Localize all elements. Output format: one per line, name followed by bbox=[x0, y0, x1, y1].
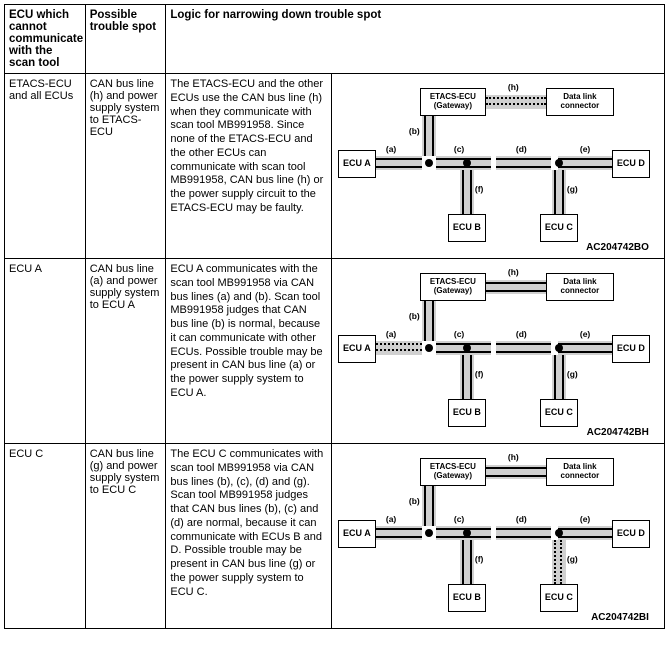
table-row: ECU ACAN bus line (a) and power supply s… bbox=[5, 259, 665, 444]
bus-segment-e bbox=[558, 526, 612, 540]
bus-segment-h bbox=[486, 280, 546, 294]
header-spot: Possible trouble spot bbox=[85, 5, 166, 74]
data-link-connector-node: Data link connector bbox=[546, 88, 614, 116]
cell-logic-text: ECU A communicates with the scan tool MB… bbox=[166, 259, 332, 444]
bus-segment-b bbox=[422, 301, 436, 341]
segment-label-h: (h) bbox=[508, 452, 519, 462]
bus-segment-g bbox=[552, 355, 566, 399]
bus-segment-f bbox=[460, 355, 474, 399]
segment-label-e: (e) bbox=[580, 144, 590, 154]
segment-label-f: (f) bbox=[475, 184, 484, 194]
segment-label-a: (a) bbox=[386, 514, 396, 524]
header-ecu: ECU which cannot communicate with the sc… bbox=[5, 5, 86, 74]
ecu-a-node: ECU A bbox=[338, 150, 376, 178]
cell-ecu: ETACS-ECU and all ECUs bbox=[5, 74, 86, 259]
segment-label-d: (d) bbox=[516, 329, 527, 339]
cell-diagram: ETACS-ECU (Gateway) Data link connector EC… bbox=[331, 444, 664, 629]
bus-segment-b bbox=[422, 116, 436, 156]
etacs-ecu-node: ETACS-ECU (Gateway) bbox=[420, 88, 486, 116]
ecu-d-node: ECU D bbox=[612, 520, 650, 548]
segment-label-g: (g) bbox=[567, 554, 578, 564]
segment-label-b: (b) bbox=[409, 496, 420, 506]
segment-label-h: (h) bbox=[508, 82, 519, 92]
ecu-d-node: ECU D bbox=[612, 335, 650, 363]
bus-segment-f bbox=[460, 540, 474, 584]
table-row: ETACS-ECU and all ECUsCAN bus line (h) a… bbox=[5, 74, 665, 259]
etacs-ecu-node: ETACS-ECU (Gateway) bbox=[420, 273, 486, 301]
can-bus-diagram: ETACS-ECU (Gateway) Data link connector EC… bbox=[336, 448, 651, 624]
ecu-b-node: ECU B bbox=[448, 584, 486, 612]
cell-diagram: ETACS-ECU (Gateway) Data link connector EC… bbox=[331, 74, 664, 259]
cell-trouble-spot: CAN bus line (g) and power supply system… bbox=[85, 444, 166, 629]
bus-joint bbox=[463, 159, 471, 167]
ecu-b-node: ECU B bbox=[448, 214, 486, 242]
ecu-b-node: ECU B bbox=[448, 399, 486, 427]
segment-label-a: (a) bbox=[386, 329, 396, 339]
bus-joint bbox=[425, 344, 433, 352]
data-link-connector-node: Data link connector bbox=[546, 273, 614, 301]
segment-label-g: (g) bbox=[567, 369, 578, 379]
ecu-c-node: ECU C bbox=[540, 584, 578, 612]
bus-segment-g bbox=[552, 170, 566, 214]
segment-label-b: (b) bbox=[409, 126, 420, 136]
segment-label-c: (c) bbox=[454, 329, 464, 339]
bus-segment-e bbox=[558, 341, 612, 355]
troubleshooting-table: ECU which cannot communicate with the sc… bbox=[4, 4, 665, 629]
bus-joint bbox=[555, 159, 563, 167]
can-bus-diagram: ETACS-ECU (Gateway) Data link connector EC… bbox=[336, 78, 651, 254]
ecu-d-node: ECU D bbox=[612, 150, 650, 178]
segment-label-d: (d) bbox=[516, 144, 527, 154]
segment-label-b: (b) bbox=[409, 311, 420, 321]
header-logic: Logic for narrowing down trouble spot bbox=[166, 5, 665, 74]
ecu-c-node: ECU C bbox=[540, 214, 578, 242]
bus-segment-d bbox=[496, 526, 551, 540]
bus-segment-a bbox=[376, 341, 422, 355]
cell-ecu: ECU A bbox=[5, 259, 86, 444]
bus-segment-e bbox=[558, 156, 612, 170]
segment-label-d: (d) bbox=[516, 514, 527, 524]
segment-label-c: (c) bbox=[454, 514, 464, 524]
cell-logic-text: The ETACS-ECU and the other ECUs use the… bbox=[166, 74, 332, 259]
bus-segment-b bbox=[422, 486, 436, 526]
bus-segment-a bbox=[376, 156, 422, 170]
segment-label-e: (e) bbox=[580, 514, 590, 524]
bus-segment-h bbox=[486, 95, 546, 109]
segment-label-f: (f) bbox=[475, 554, 484, 564]
segment-label-e: (e) bbox=[580, 329, 590, 339]
segment-label-a: (a) bbox=[386, 144, 396, 154]
bus-segment-h bbox=[486, 465, 546, 479]
diagram-ref-code: AC204742BH bbox=[587, 427, 649, 438]
segment-label-f: (f) bbox=[475, 369, 484, 379]
diagram-ref-code: AC204742BO bbox=[586, 242, 649, 253]
can-bus-diagram: ETACS-ECU (Gateway) Data link connector EC… bbox=[336, 263, 651, 439]
bus-segment-d bbox=[496, 156, 551, 170]
data-link-connector-node: Data link connector bbox=[546, 458, 614, 486]
bus-segment-d bbox=[496, 341, 551, 355]
diagram-ref-code: AC204742BI bbox=[591, 612, 649, 623]
cell-diagram: ETACS-ECU (Gateway) Data link connector EC… bbox=[331, 259, 664, 444]
segment-label-h: (h) bbox=[508, 267, 519, 277]
etacs-ecu-node: ETACS-ECU (Gateway) bbox=[420, 458, 486, 486]
segment-label-g: (g) bbox=[567, 184, 578, 194]
bus-joint bbox=[463, 529, 471, 537]
segment-label-c: (c) bbox=[454, 144, 464, 154]
bus-joint bbox=[555, 344, 563, 352]
cell-ecu: ECU C bbox=[5, 444, 86, 629]
cell-trouble-spot: CAN bus line (a) and power supply system… bbox=[85, 259, 166, 444]
bus-segment-g bbox=[552, 540, 566, 584]
cell-trouble-spot: CAN bus line (h) and power supply system… bbox=[85, 74, 166, 259]
bus-joint bbox=[463, 344, 471, 352]
bus-segment-f bbox=[460, 170, 474, 214]
bus-joint bbox=[425, 529, 433, 537]
table-row: ECU CCAN bus line (g) and power supply s… bbox=[5, 444, 665, 629]
bus-segment-a bbox=[376, 526, 422, 540]
ecu-c-node: ECU C bbox=[540, 399, 578, 427]
bus-joint bbox=[425, 159, 433, 167]
ecu-a-node: ECU A bbox=[338, 335, 376, 363]
bus-joint bbox=[555, 529, 563, 537]
ecu-a-node: ECU A bbox=[338, 520, 376, 548]
cell-logic-text: The ECU C communicates with scan tool MB… bbox=[166, 444, 332, 629]
